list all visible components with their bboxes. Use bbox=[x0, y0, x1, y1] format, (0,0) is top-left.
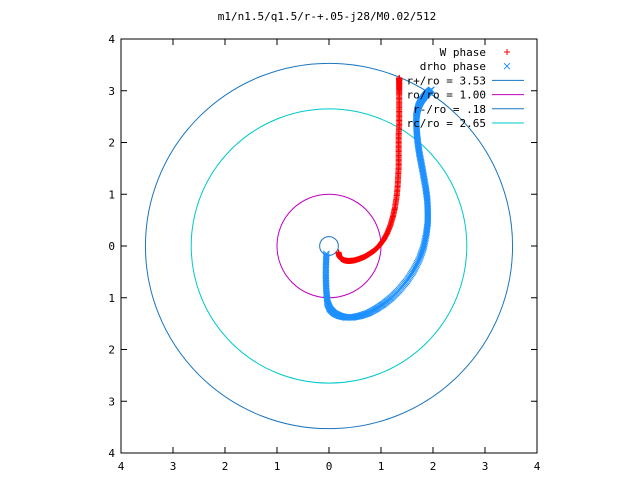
legend-label: rc/ro = 2.65 bbox=[407, 117, 486, 130]
x-tick-label: 3 bbox=[170, 460, 177, 473]
drho-phase-point bbox=[428, 86, 435, 94]
y-tick-label: 2 bbox=[108, 344, 115, 357]
drho-phase-point bbox=[322, 271, 330, 279]
y-tick-label: 1 bbox=[108, 292, 115, 305]
x-tick-label: 1 bbox=[274, 460, 281, 473]
x-tick-label: 2 bbox=[430, 460, 437, 473]
legend-label: r+/ro = 3.53 bbox=[407, 74, 486, 87]
y-tick-label: 3 bbox=[108, 395, 115, 408]
y-tick-label: 4 bbox=[108, 447, 115, 460]
x-tick-label: 2 bbox=[222, 460, 229, 473]
legend-marker bbox=[504, 49, 510, 55]
y-tick-label: 4 bbox=[108, 33, 115, 46]
data-points bbox=[322, 74, 435, 321]
legend-label: ro/ro = 1.00 bbox=[407, 89, 486, 102]
x-tick-label: 3 bbox=[482, 460, 489, 473]
x-tick-label: 1 bbox=[378, 460, 385, 473]
x-tick-label: 4 bbox=[118, 460, 125, 473]
drho-phase-point bbox=[322, 263, 330, 271]
y-tick-label: 2 bbox=[108, 137, 115, 150]
circle-5 bbox=[190, 108, 468, 384]
y-tick-label: 0 bbox=[108, 240, 115, 253]
legend-label: r-/ro = .18 bbox=[413, 103, 486, 116]
drho-phase-point bbox=[322, 268, 330, 275]
x-tick-label: 4 bbox=[534, 460, 541, 473]
y-tick-label: 1 bbox=[108, 188, 115, 201]
drho-phase-point bbox=[322, 264, 330, 272]
drho-phase-point bbox=[322, 269, 330, 277]
w-phase-point bbox=[396, 74, 403, 81]
circle-2 bbox=[144, 62, 514, 430]
drho-phase-point bbox=[322, 266, 330, 274]
x-tick-label: 0 bbox=[326, 460, 333, 473]
circle-4 bbox=[319, 236, 339, 256]
drho-phase-point bbox=[322, 273, 330, 280]
legend-label: W phase bbox=[440, 46, 486, 59]
legend-marker bbox=[503, 62, 511, 70]
chart-title: m1/n1.5/q1.5/r-+.05-j28/M0.02/512 bbox=[218, 10, 437, 23]
y-tick-label: 3 bbox=[108, 85, 115, 98]
legend-label: drho phase bbox=[420, 60, 486, 73]
